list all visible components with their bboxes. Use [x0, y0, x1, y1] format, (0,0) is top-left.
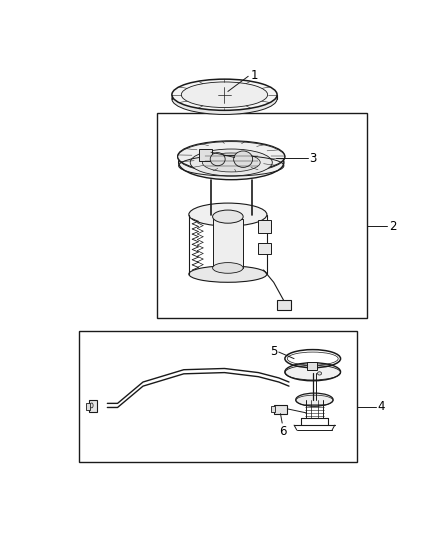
Text: 5: 5	[270, 345, 277, 358]
Text: 6: 6	[279, 425, 287, 438]
Bar	[258, 243, 271, 254]
Text: 3: 3	[309, 152, 317, 165]
Bar	[271, 406, 275, 412]
Bar	[156, 113, 367, 318]
Text: 4: 4	[377, 400, 385, 414]
Ellipse shape	[189, 203, 267, 226]
Ellipse shape	[172, 83, 277, 115]
Ellipse shape	[202, 153, 260, 172]
Bar	[277, 300, 291, 310]
Ellipse shape	[172, 79, 277, 110]
Text: 2: 2	[389, 220, 396, 232]
Bar	[212, 219, 243, 268]
Bar	[274, 405, 286, 414]
Bar	[78, 330, 357, 462]
Ellipse shape	[285, 363, 341, 381]
Ellipse shape	[177, 141, 285, 172]
Ellipse shape	[212, 210, 243, 223]
Ellipse shape	[296, 393, 333, 406]
Bar	[258, 220, 271, 233]
Ellipse shape	[189, 266, 267, 282]
Ellipse shape	[90, 403, 93, 408]
Text: 1: 1	[250, 69, 258, 82]
Ellipse shape	[190, 149, 272, 176]
Ellipse shape	[212, 263, 243, 273]
Bar	[86, 403, 90, 409]
Bar	[199, 149, 212, 161]
Bar	[307, 362, 317, 370]
Ellipse shape	[233, 151, 253, 167]
Ellipse shape	[318, 372, 321, 375]
Bar	[88, 400, 97, 412]
Ellipse shape	[181, 82, 268, 108]
Ellipse shape	[210, 152, 225, 166]
Ellipse shape	[179, 145, 284, 180]
